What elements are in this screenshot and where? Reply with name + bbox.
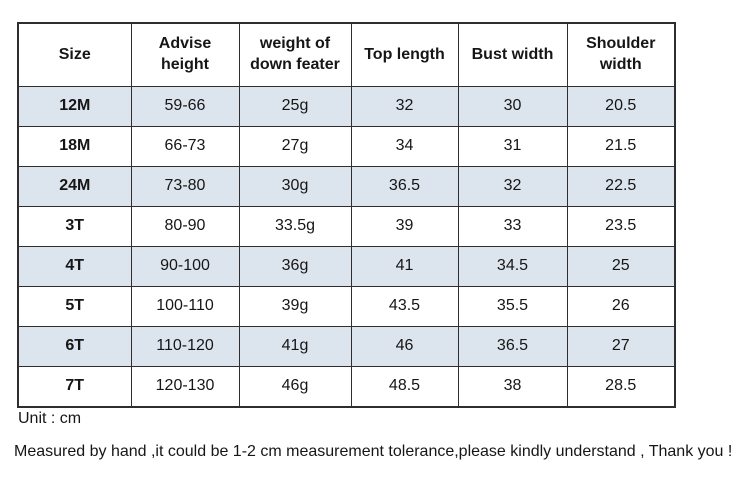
size-cell: 7T bbox=[17, 366, 132, 408]
size-chart-table: Size Advise height weight of down feater… bbox=[17, 22, 676, 408]
column-header-shoulder-width: Shoulder width bbox=[566, 22, 676, 87]
value-cell: 36g bbox=[238, 246, 352, 287]
value-cell: 59-66 bbox=[130, 86, 240, 127]
value-cell: 34 bbox=[350, 126, 459, 167]
table-header: Size Advise height weight of down feater… bbox=[17, 22, 676, 87]
table-row: 4T 90-100 36g 41 34.5 25 bbox=[17, 246, 676, 287]
value-cell: 110-120 bbox=[130, 326, 240, 367]
value-cell: 22.5 bbox=[566, 166, 676, 207]
measurement-tolerance-note: Measured by hand ,it could be 1-2 cm mea… bbox=[14, 443, 733, 460]
value-cell: 43.5 bbox=[350, 286, 459, 327]
value-cell: 35.5 bbox=[457, 286, 568, 327]
column-header-size: Size bbox=[17, 22, 132, 87]
value-cell: 30g bbox=[238, 166, 352, 207]
column-header-top-length: Top length bbox=[350, 22, 459, 87]
table-row: 12M 59-66 25g 32 30 20.5 bbox=[17, 86, 676, 127]
value-cell: 26 bbox=[566, 286, 676, 327]
value-cell: 21.5 bbox=[566, 126, 676, 167]
value-cell: 33.5g bbox=[238, 206, 352, 247]
value-cell: 32 bbox=[457, 166, 568, 207]
value-cell: 38 bbox=[457, 366, 568, 408]
value-cell: 25 bbox=[566, 246, 676, 287]
value-cell: 80-90 bbox=[130, 206, 240, 247]
size-cell: 3T bbox=[17, 206, 132, 247]
table-row: 24M 73-80 30g 36.5 32 22.5 bbox=[17, 166, 676, 207]
column-header-bust-width: Bust width bbox=[457, 22, 568, 87]
column-header-weight: weight of down feater bbox=[238, 22, 352, 87]
value-cell: 66-73 bbox=[130, 126, 240, 167]
size-cell: 12M bbox=[17, 86, 132, 127]
size-cell: 5T bbox=[17, 286, 132, 327]
size-cell: 6T bbox=[17, 326, 132, 367]
value-cell: 31 bbox=[457, 126, 568, 167]
table-row: 5T 100-110 39g 43.5 35.5 26 bbox=[17, 286, 676, 327]
header-row: Size Advise height weight of down feater… bbox=[17, 22, 676, 87]
table-row: 18M 66-73 27g 34 31 21.5 bbox=[17, 126, 676, 167]
value-cell: 36.5 bbox=[457, 326, 568, 367]
value-cell: 30 bbox=[457, 86, 568, 127]
value-cell: 25g bbox=[238, 86, 352, 127]
value-cell: 120-130 bbox=[130, 366, 240, 408]
size-table-body: 12M 59-66 25g 32 30 20.5 18M 66-73 27g 34 31 21.5 24… bbox=[17, 86, 676, 408]
value-cell: 23.5 bbox=[566, 206, 676, 247]
value-cell: 33 bbox=[457, 206, 568, 247]
table-row: 3T 80-90 33.5g 39 33 23.5 bbox=[17, 206, 676, 247]
value-cell: 27g bbox=[238, 126, 352, 167]
size-cell: 18M bbox=[17, 126, 132, 167]
value-cell: 28.5 bbox=[566, 366, 676, 408]
value-cell: 100-110 bbox=[130, 286, 240, 327]
value-cell: 39g bbox=[238, 286, 352, 327]
value-cell: 20.5 bbox=[566, 86, 676, 127]
table-row: 6T 110-120 41g 46 36.5 27 bbox=[17, 326, 676, 367]
value-cell: 46 bbox=[350, 326, 459, 367]
size-cell: 24M bbox=[17, 166, 132, 207]
value-cell: 41 bbox=[350, 246, 459, 287]
value-cell: 48.5 bbox=[350, 366, 459, 408]
value-cell: 73-80 bbox=[130, 166, 240, 207]
value-cell: 32 bbox=[350, 86, 459, 127]
value-cell: 90-100 bbox=[130, 246, 240, 287]
value-cell: 34.5 bbox=[457, 246, 568, 287]
unit-note: Unit : cm bbox=[18, 410, 82, 427]
value-cell: 27 bbox=[566, 326, 676, 367]
size-cell: 4T bbox=[17, 246, 132, 287]
column-header-advise-height: Advise height bbox=[130, 22, 240, 87]
value-cell: 36.5 bbox=[350, 166, 459, 207]
value-cell: 41g bbox=[238, 326, 352, 367]
table-row: 7T 120-130 46g 48.5 38 28.5 bbox=[17, 366, 676, 408]
value-cell: 39 bbox=[350, 206, 459, 247]
value-cell: 46g bbox=[238, 366, 352, 408]
